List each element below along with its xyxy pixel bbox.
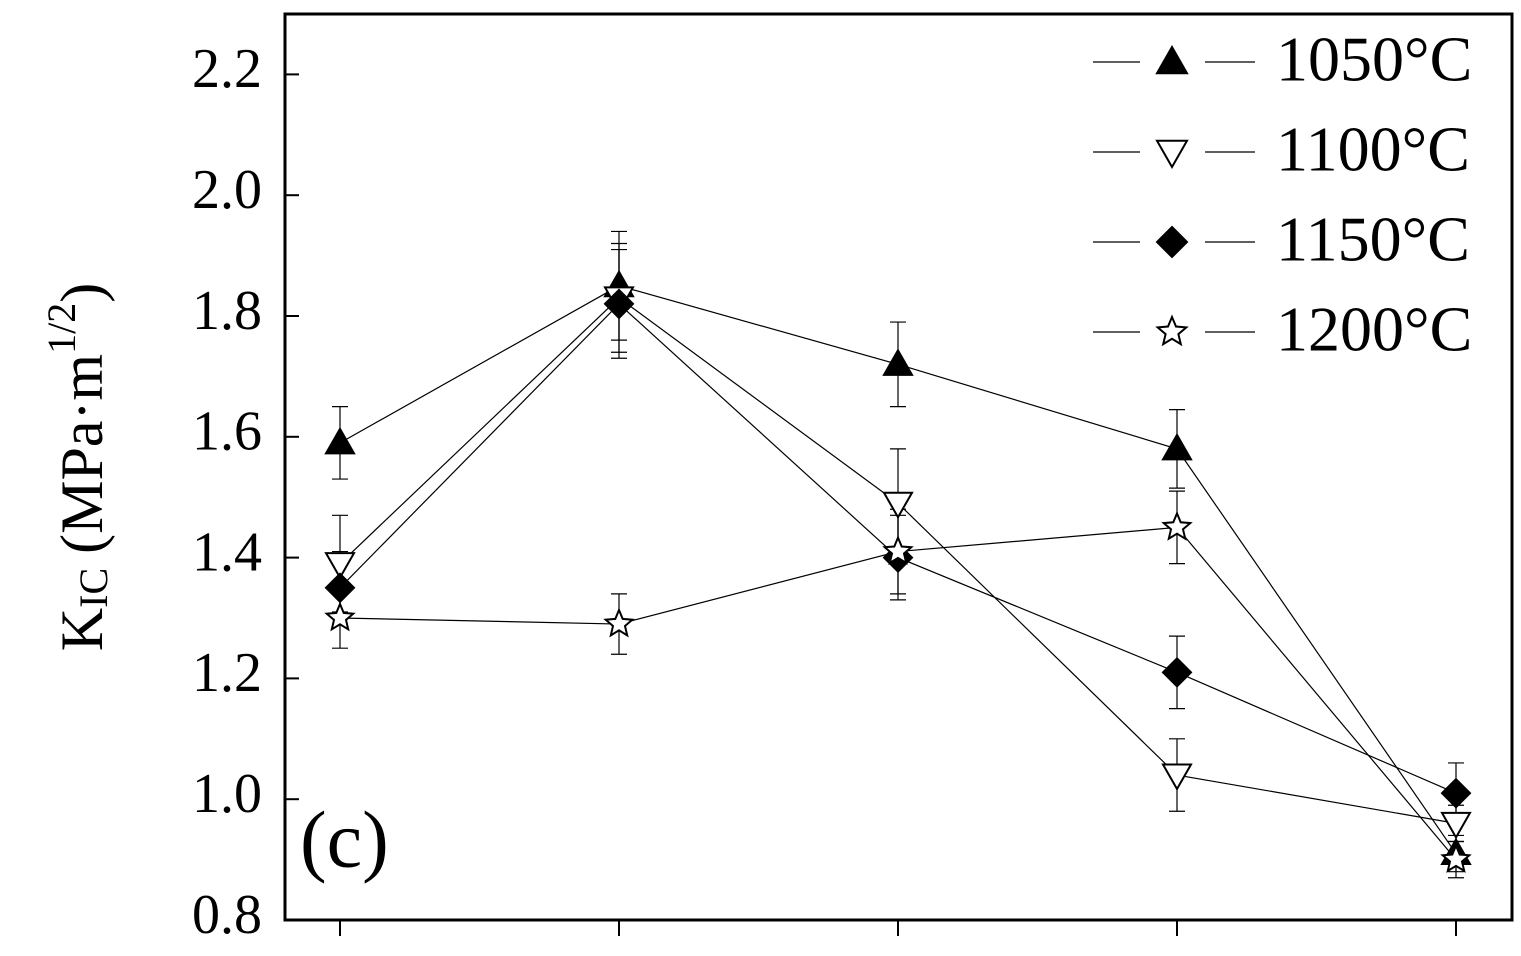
- data-point: [882, 348, 914, 376]
- data-point: [1161, 510, 1193, 541]
- data-point: [324, 552, 356, 580]
- y-tick-label: 1.6: [192, 401, 262, 463]
- data-point: [882, 534, 914, 565]
- data-point: [1161, 432, 1193, 461]
- data-point: [882, 491, 914, 520]
- legend-label: 1200°C: [1276, 294, 1472, 365]
- y-axis-label: KIC (MPa·m1/2): [39, 283, 116, 651]
- y-label-unit: (MPa·m: [49, 354, 115, 554]
- y-label-main: K: [49, 608, 115, 651]
- data-point: [1440, 811, 1472, 840]
- y-tick-label: 2.2: [192, 38, 262, 100]
- data-point: [1161, 763, 1193, 792]
- data-point: [603, 607, 635, 638]
- data-point: [603, 288, 635, 320]
- data-point: [1440, 842, 1472, 873]
- data-point: [1161, 656, 1193, 688]
- data-point: [1440, 777, 1472, 809]
- legend-marker: [1155, 314, 1189, 347]
- legend-label: 1100°C: [1276, 114, 1470, 185]
- legend-marker: [1155, 225, 1189, 259]
- y-tick-label: 0.8: [192, 884, 262, 946]
- data-point: [324, 426, 356, 455]
- panel-label: (c): [300, 796, 389, 884]
- legend-marker: [1155, 139, 1189, 170]
- legend-label: 1150°C: [1276, 204, 1470, 275]
- y-tick-label: 1.4: [192, 521, 262, 583]
- y-tick-label: 1.8: [192, 280, 262, 342]
- y-tick-label: 1.0: [192, 763, 262, 825]
- y-label-close: ): [49, 283, 115, 303]
- legend-label: 1050°C: [1276, 24, 1472, 95]
- data-point: [324, 601, 356, 632]
- y-tick-label: 1.2: [192, 642, 262, 704]
- y-tick-label: 2.0: [192, 159, 262, 221]
- legend-marker: [1155, 44, 1189, 75]
- y-label-sup: 1/2: [39, 303, 84, 354]
- y-label-sub: IC: [71, 568, 116, 608]
